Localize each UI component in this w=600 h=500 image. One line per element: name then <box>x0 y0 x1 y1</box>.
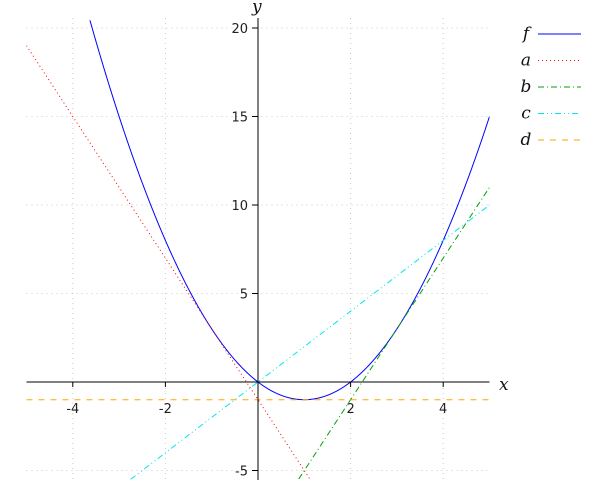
y-tick-label: 10 <box>231 199 248 214</box>
y-tick-label: -5 <box>235 465 248 480</box>
x-axis-label: x <box>499 375 509 395</box>
x-tick-label: 4 <box>439 402 447 417</box>
x-tick-label: -2 <box>159 402 172 417</box>
legend-label-a: a <box>521 51 531 71</box>
y-tick-label: 20 <box>231 22 248 37</box>
y-tick-label: 15 <box>231 111 248 126</box>
y-tick-label: 5 <box>240 288 248 303</box>
legend-label-d: d <box>521 130 532 150</box>
y-axis-label: y <box>251 0 262 17</box>
legend-label-f: f <box>521 24 532 44</box>
legend-label-c: c <box>521 104 531 124</box>
series-b-line <box>298 187 490 480</box>
series-c-line <box>130 204 490 480</box>
x-tick-label: 2 <box>346 402 354 417</box>
x-tick-label: -4 <box>66 402 79 417</box>
legend-label-b: b <box>521 77 532 97</box>
series-f-line <box>89 20 490 401</box>
